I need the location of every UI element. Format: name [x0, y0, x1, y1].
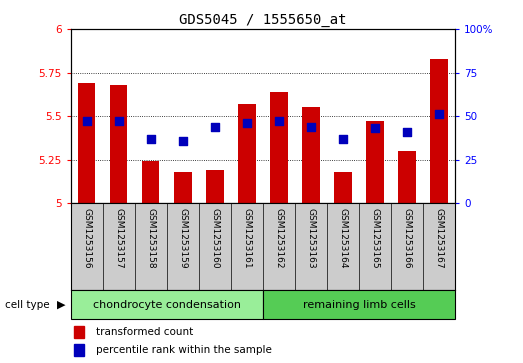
- Bar: [174, 172, 191, 203]
- Point: [146, 136, 155, 142]
- Text: remaining limb cells: remaining limb cells: [302, 300, 415, 310]
- Bar: [78, 83, 95, 203]
- Point: [339, 136, 347, 142]
- Text: GSM1253161: GSM1253161: [242, 208, 251, 268]
- Text: GSM1253158: GSM1253158: [146, 208, 155, 268]
- Point: [435, 111, 443, 117]
- Point: [306, 124, 315, 130]
- Text: cell type: cell type: [5, 300, 50, 310]
- Bar: [302, 107, 320, 203]
- Text: GSM1253157: GSM1253157: [114, 208, 123, 268]
- Text: transformed count: transformed count: [96, 327, 193, 337]
- Bar: [110, 85, 128, 203]
- Bar: [71, 290, 263, 319]
- Bar: [238, 104, 256, 203]
- Text: percentile rank within the sample: percentile rank within the sample: [96, 345, 271, 355]
- Text: GSM1253164: GSM1253164: [338, 208, 347, 268]
- Bar: [334, 172, 351, 203]
- Point: [211, 124, 219, 130]
- Text: GSM1253159: GSM1253159: [178, 208, 187, 268]
- Bar: [398, 151, 416, 203]
- Bar: [74, 344, 84, 356]
- Bar: [263, 290, 455, 319]
- Text: GSM1253167: GSM1253167: [435, 208, 444, 268]
- Point: [403, 129, 411, 135]
- Text: GSM1253163: GSM1253163: [306, 208, 315, 268]
- Bar: [206, 170, 223, 203]
- Text: GSM1253165: GSM1253165: [370, 208, 379, 268]
- Text: ▶: ▶: [57, 300, 65, 310]
- Bar: [74, 326, 84, 338]
- Text: chondrocyte condensation: chondrocyte condensation: [93, 300, 241, 310]
- Text: GSM1253156: GSM1253156: [82, 208, 91, 268]
- Text: GSM1253166: GSM1253166: [403, 208, 412, 268]
- Bar: [366, 121, 384, 203]
- Title: GDS5045 / 1555650_at: GDS5045 / 1555650_at: [179, 13, 347, 26]
- Point: [83, 118, 91, 124]
- Point: [243, 120, 251, 126]
- Bar: [430, 59, 448, 203]
- Point: [275, 118, 283, 124]
- Point: [178, 138, 187, 143]
- Point: [115, 118, 123, 124]
- Text: GSM1253162: GSM1253162: [275, 208, 283, 268]
- Point: [371, 126, 379, 131]
- Bar: [270, 92, 288, 203]
- Text: GSM1253160: GSM1253160: [210, 208, 219, 268]
- Bar: [142, 162, 160, 203]
